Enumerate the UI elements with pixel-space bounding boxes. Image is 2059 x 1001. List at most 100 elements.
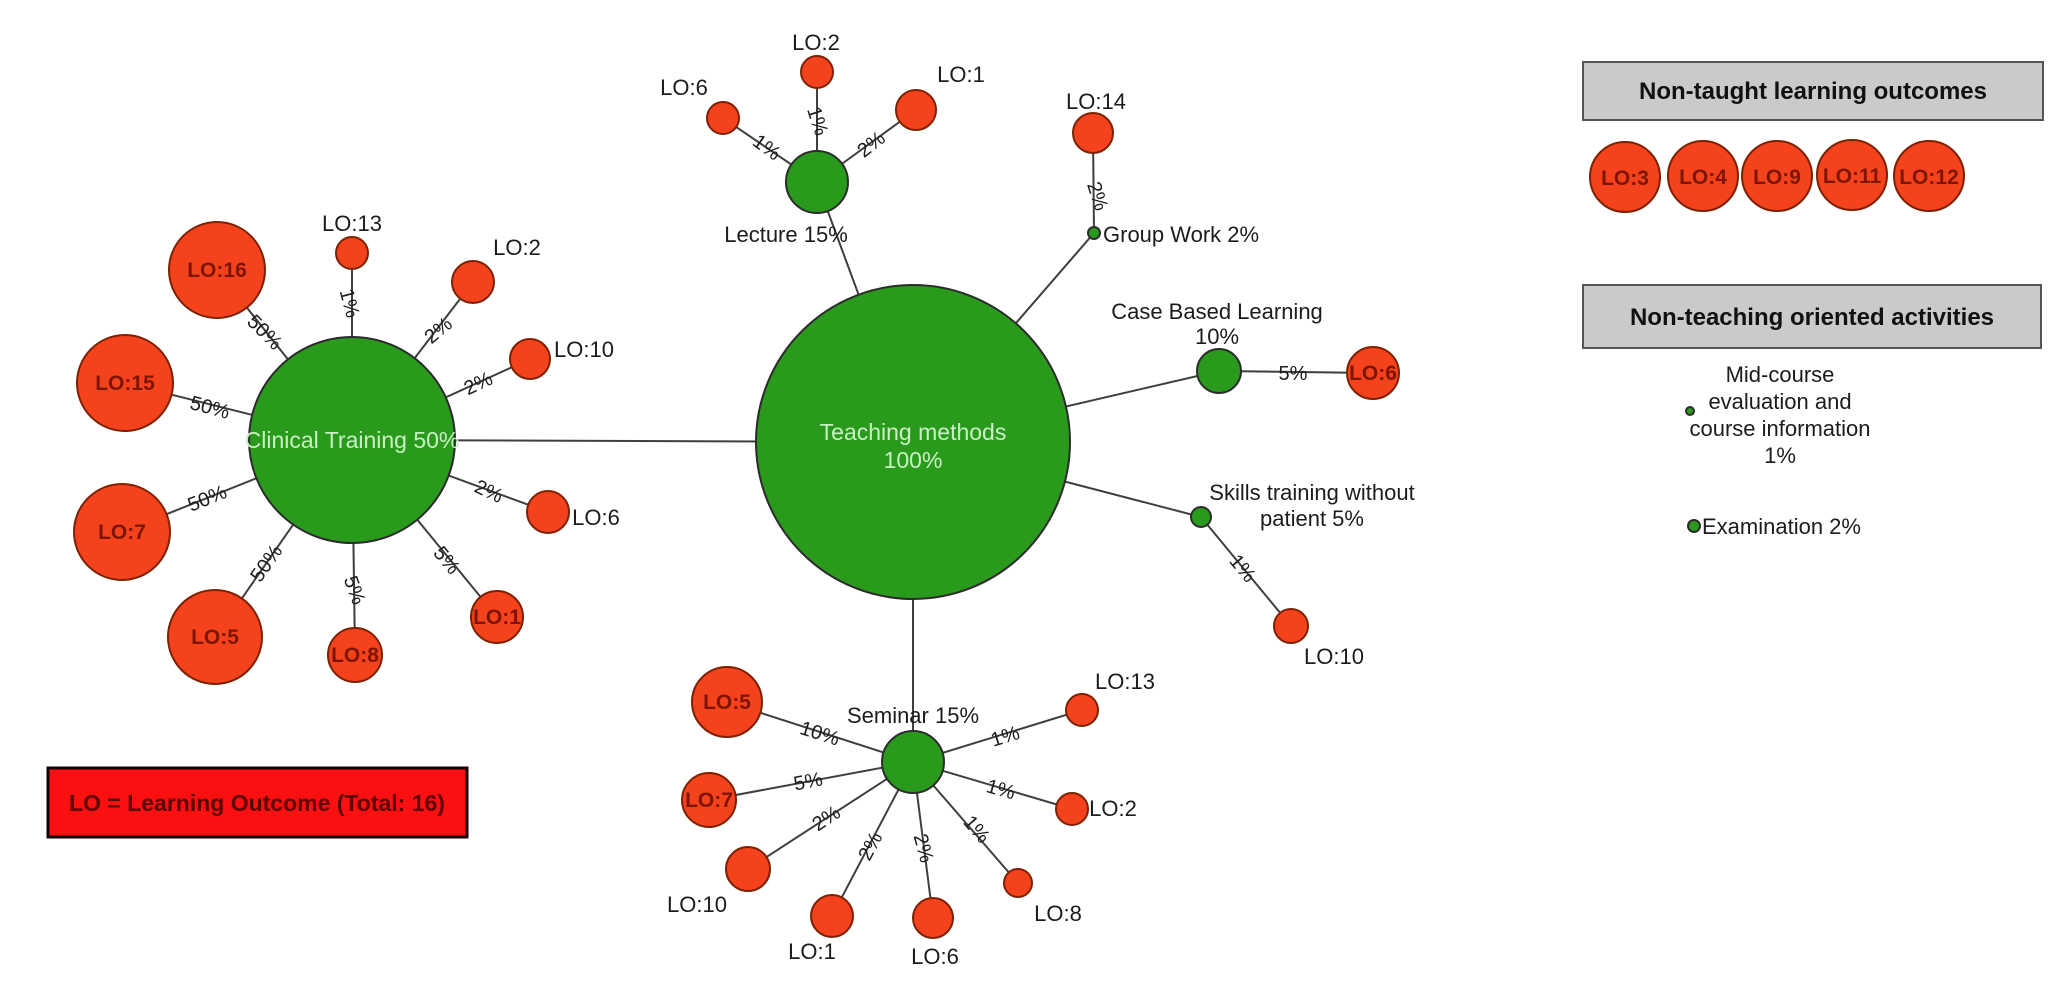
seminar-lo7-node	[681, 772, 737, 828]
case-based-learning-node	[1196, 348, 1242, 394]
nontaught-lo12-label: LO:12	[1899, 166, 1959, 189]
pct-seminar-lo10: 2%	[808, 802, 844, 836]
pct-seminar-lo7: 5%	[792, 768, 825, 795]
seminar-label: Seminar 15%	[847, 703, 979, 728]
midcourse-dot	[1685, 406, 1695, 416]
non-taught-title: Non-taught learning outcomes	[1639, 78, 1987, 105]
lecture-lo1-node	[895, 89, 937, 131]
seminar-lo13-node	[1065, 693, 1099, 727]
clinical-lo6-node	[526, 490, 570, 534]
lecture-lo1-label: LO:1	[937, 62, 985, 87]
clinical-lo7-label: LO:7	[98, 521, 146, 544]
clinical-lo15-label: LO:15	[95, 372, 155, 395]
clinical-lo10-label: LO:10	[554, 337, 614, 362]
clinical-lo13-node	[335, 236, 369, 270]
seminar-lo10-node	[725, 846, 771, 892]
lecture-lo6-node	[706, 101, 740, 135]
non-teaching-title: Non-teaching oriented activities	[1630, 304, 1994, 331]
non-teaching-header-box	[1582, 284, 2042, 349]
seminar-lo5-node	[691, 666, 763, 738]
lecture-lo2-label: LO:2	[792, 30, 840, 55]
seminar-lo6-node	[912, 897, 954, 939]
nontaught-lo11-node	[1816, 139, 1888, 211]
pct-casebased-lo6: 5%	[1279, 363, 1308, 385]
groupwork-lo14-label: LO:14	[1066, 89, 1126, 114]
clinical-lo5-label: LO:5	[191, 626, 239, 649]
pct-clinical-lo7: 50%	[185, 481, 231, 516]
clinical-lo1-label: LO:1	[473, 606, 521, 629]
lecture-label: Lecture 15%	[724, 222, 848, 247]
seminar-lo2-label: LO:2	[1089, 796, 1137, 821]
pct-clinical-lo1: 5%	[429, 543, 465, 579]
midcourse-label-line1: Mid-course	[1726, 362, 1835, 387]
seminar-lo8-node	[1003, 868, 1033, 898]
seminar-lo10-label: LO:10	[667, 892, 727, 917]
lecture-lo6-label: LO:6	[660, 75, 708, 100]
clinical-lo2-label: LO:2	[493, 235, 541, 260]
clinical-lo5-node	[167, 589, 263, 685]
pct-clinical-lo5: 50%	[246, 541, 287, 587]
seminar-lo1-node	[810, 894, 854, 938]
pct-clinical-lo13: 1%	[335, 286, 364, 320]
clinical-lo10-node	[509, 338, 551, 380]
skills-lo10-label: LO:10	[1304, 644, 1364, 669]
edge-seminar-lo7	[708, 761, 914, 801]
clinical-lo2-node	[451, 260, 495, 304]
lecture-node	[785, 150, 849, 214]
pct-groupwork-lo14: 2%	[1082, 179, 1112, 213]
seminar-lo2-node	[1055, 792, 1089, 826]
clinical-lo8-label: LO:8	[331, 644, 379, 667]
pct-lecture-lo6: 1%	[748, 130, 784, 165]
nontaught-lo9-label: LO:9	[1753, 166, 1801, 189]
seminar-lo6-label: LO:6	[911, 944, 959, 969]
nontaught-lo12-node	[1893, 140, 1965, 212]
pct-lecture-lo2: 1%	[802, 104, 832, 138]
groupwork-lo14-node	[1072, 112, 1114, 154]
legend-text: LO = Learning Outcome (Total: 16)	[69, 790, 445, 816]
clinical-lo1-node	[470, 590, 524, 644]
nontaught-lo4-label: LO:4	[1679, 166, 1727, 189]
skills-lo10-node	[1273, 608, 1309, 644]
casebased-lo6-node	[1346, 346, 1400, 400]
skills-label-line1: Skills training without	[1209, 480, 1414, 505]
casebased-lo6-label: LO:6	[1349, 362, 1397, 385]
midcourse-label-line4: 1%	[1764, 443, 1796, 468]
clinical-lo8-node	[327, 627, 383, 683]
teaching-methods-label-line1: Teaching methods	[820, 419, 1007, 445]
seminar-lo13-label: LO:13	[1095, 669, 1155, 694]
clinical-lo16-node	[168, 221, 266, 319]
teaching-methods-label-line2: 100%	[884, 447, 943, 473]
clinical-lo16-label: LO:16	[187, 259, 247, 282]
case-based-label-line2: 10%	[1195, 324, 1239, 349]
nontaught-lo3-node	[1589, 141, 1661, 213]
seminar-node	[881, 730, 945, 794]
lecture-lo2-node	[800, 55, 834, 89]
skills-label-line2: patient 5%	[1260, 506, 1364, 531]
nontaught-lo9-node	[1741, 140, 1813, 212]
teaching-methods-node	[755, 284, 1071, 600]
skills-training-node	[1190, 506, 1212, 528]
clinical-lo7-node	[73, 483, 171, 581]
pct-seminar-lo6: 2%	[909, 831, 938, 865]
pct-seminar-lo2: 1%	[984, 775, 1018, 804]
nontaught-lo3-label: LO:3	[1601, 167, 1649, 190]
seminar-lo7-label: LO:7	[685, 789, 733, 812]
examination-label: Examination 2%	[1702, 514, 1861, 539]
group-work-label: Group Work 2%	[1103, 222, 1259, 247]
seminar-lo5-label: LO:5	[703, 691, 751, 714]
nontaught-lo4-node	[1667, 140, 1739, 212]
clinical-training-label: Clinical Training 50%	[245, 427, 460, 453]
pct-seminar-lo1: 2%	[854, 828, 887, 864]
pct-seminar-lo8: 1%	[958, 812, 994, 848]
examination-dot	[1687, 519, 1701, 533]
pct-seminar-lo5: 10%	[797, 717, 842, 750]
midcourse-label-line3: course information	[1690, 416, 1871, 441]
pct-clinical-lo6: 2%	[471, 476, 507, 508]
legend-box	[46, 766, 469, 839]
pct-clinical-lo10: 2%	[461, 368, 497, 400]
clinical-lo13-label: LO:13	[322, 211, 382, 236]
clinical-lo15-node	[76, 334, 174, 432]
midcourse-label-line2: evaluation and	[1708, 389, 1851, 414]
